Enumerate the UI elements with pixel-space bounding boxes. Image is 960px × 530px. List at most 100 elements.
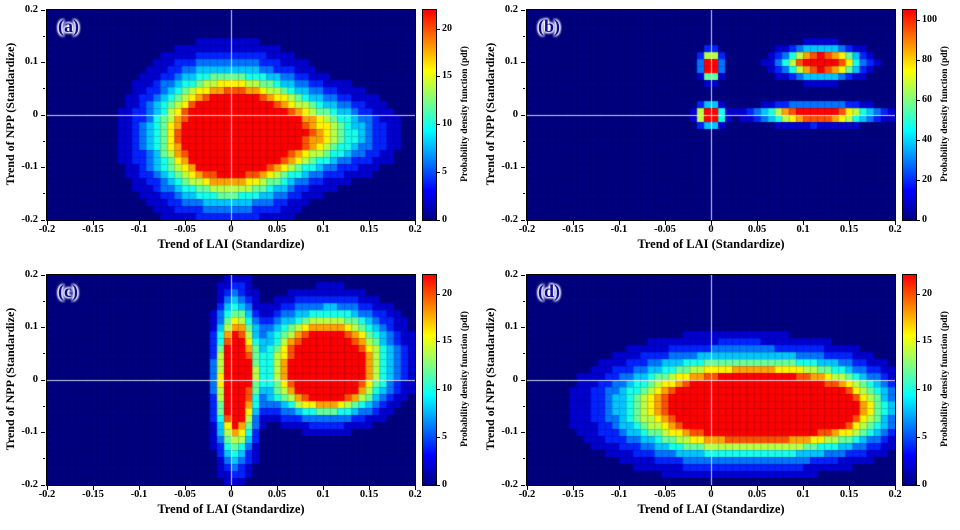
x-tick-label: -0.05 xyxy=(654,224,676,235)
y-tick-label: -0.2 xyxy=(501,478,518,490)
y-minor-tick-mark xyxy=(522,35,525,37)
y-tick-label: -0.2 xyxy=(21,478,38,490)
colorbar-tick-mark xyxy=(437,341,440,343)
y-tick-mark xyxy=(521,484,525,486)
x-tick-label: -0.1 xyxy=(130,224,148,235)
y-tick-label: 0.1 xyxy=(24,56,38,67)
x-tick-label: -0.05 xyxy=(654,489,676,500)
y-tick-mark xyxy=(521,62,525,63)
x-tick-mark xyxy=(46,486,48,490)
colorbar-tick-label: 60 xyxy=(922,93,932,105)
y-tick-label: -0.1 xyxy=(501,161,518,172)
x-tick-mark xyxy=(92,221,94,225)
colorbar-tick-label: 20 xyxy=(442,22,452,34)
y-tick-label: 0 xyxy=(32,108,38,120)
colorbar-tick-label: 10 xyxy=(922,383,932,395)
y-minor-tick-mark xyxy=(42,88,45,90)
colorbar-tick-mark xyxy=(917,139,920,141)
x-tick-label: -0.2 xyxy=(38,489,56,500)
colorbar-tick-label: 20 xyxy=(922,287,932,299)
x-tick-label: 0.05 xyxy=(747,224,767,235)
y-minor-tick-mark xyxy=(522,353,525,355)
x-tick-label: -0.2 xyxy=(518,489,536,500)
x-tick-mark xyxy=(710,221,712,225)
x-tick-label: 0.1 xyxy=(796,224,810,235)
y-tick-label: 0.2 xyxy=(24,268,38,280)
y-tick-mark xyxy=(521,432,525,433)
y-tick-label: 0.2 xyxy=(504,268,518,280)
colorbar-tick-mark xyxy=(917,389,920,391)
x-tick-mark xyxy=(322,221,324,225)
colorbar-tick-mark xyxy=(437,219,440,221)
colorbar-tick-label: 10 xyxy=(442,383,452,395)
x-tick-label: -0.15 xyxy=(82,489,104,500)
y-tick-label: 0.2 xyxy=(24,3,38,15)
colorbar-tick-label: 0 xyxy=(442,478,447,490)
x-axis-label: Trend of LAI (Standardize) xyxy=(157,237,305,251)
y-tick-mark xyxy=(41,432,45,433)
colorbar-label: Probability density function (pdf) xyxy=(460,311,470,447)
colorbar-tick-label: 100 xyxy=(922,13,937,25)
y-minor-tick-mark xyxy=(42,35,45,37)
x-tick-mark xyxy=(230,221,232,225)
x-tick-mark xyxy=(322,486,324,490)
y-tick-label: -0.1 xyxy=(501,426,518,437)
colorbar-tick-mark xyxy=(917,59,920,61)
colorbar-tick-label: 5 xyxy=(442,430,447,442)
colorbar-tick-mark xyxy=(437,389,440,391)
y-tick-mark xyxy=(41,484,45,486)
panel-c: Trend of NPP (Standardize) (c) Probabili… xyxy=(0,265,480,530)
density-plot-canvas xyxy=(526,9,896,221)
y-tick-mark xyxy=(41,62,45,63)
x-tick-label: -0.1 xyxy=(610,489,628,500)
x-tick-mark xyxy=(802,486,804,490)
colorbar xyxy=(422,274,437,486)
colorbar xyxy=(902,9,917,221)
x-tick-mark xyxy=(756,486,758,490)
y-tick-label: 0.2 xyxy=(504,3,518,15)
colorbar xyxy=(422,9,437,221)
y-tick-label: -0.2 xyxy=(21,213,38,225)
x-tick-label: 0 xyxy=(228,489,234,500)
x-tick-label: 0.05 xyxy=(747,489,767,500)
colorbar-tick-label: 5 xyxy=(922,430,927,442)
x-tick-mark xyxy=(710,486,712,490)
x-tick-label: 0.2 xyxy=(408,224,422,235)
x-axis-label: Trend of LAI (Standardize) xyxy=(637,237,785,251)
x-tick-mark xyxy=(572,221,574,225)
colorbar-tick-mark xyxy=(917,436,920,438)
x-tick-mark xyxy=(756,221,758,225)
y-tick-mark xyxy=(521,274,525,276)
colorbar-tick-mark xyxy=(437,124,440,126)
x-tick-mark xyxy=(618,221,620,225)
colorbar-label: Probability density function (pdf) xyxy=(940,311,950,447)
x-tick-mark xyxy=(138,486,140,490)
y-tick-label: -0.1 xyxy=(21,426,38,437)
colorbar-tick-label: 20 xyxy=(442,287,452,299)
x-tick-label: 0.15 xyxy=(839,489,859,500)
x-tick-label: 0 xyxy=(228,224,234,235)
x-tick-mark xyxy=(276,486,278,490)
x-tick-label: -0.05 xyxy=(174,224,196,235)
x-tick-mark xyxy=(572,486,574,490)
x-tick-label: 0.1 xyxy=(316,489,330,500)
y-tick-mark xyxy=(521,327,525,328)
colorbar-tick-mark xyxy=(917,19,920,21)
colorbar-tick-mark xyxy=(917,341,920,343)
colorbar-tick-label: 80 xyxy=(922,53,932,65)
y-tick-mark xyxy=(41,379,45,381)
x-tick-label: -0.05 xyxy=(174,489,196,500)
x-tick-label: 0.05 xyxy=(267,489,287,500)
colorbar xyxy=(902,274,917,486)
x-tick-label: 0.15 xyxy=(839,224,859,235)
y-tick-label: -0.1 xyxy=(21,161,38,172)
x-tick-label: 0.1 xyxy=(316,224,330,235)
x-tick-label: 0.15 xyxy=(359,489,379,500)
colorbar-tick-label: 10 xyxy=(442,118,452,130)
x-tick-mark xyxy=(894,486,896,490)
y-tick-label: 0 xyxy=(512,108,518,120)
panel-d: Trend of NPP (Standardize) (d) Probabili… xyxy=(480,265,960,530)
colorbar-tick-mark xyxy=(437,76,440,78)
x-tick-mark xyxy=(802,221,804,225)
x-tick-mark xyxy=(848,221,850,225)
